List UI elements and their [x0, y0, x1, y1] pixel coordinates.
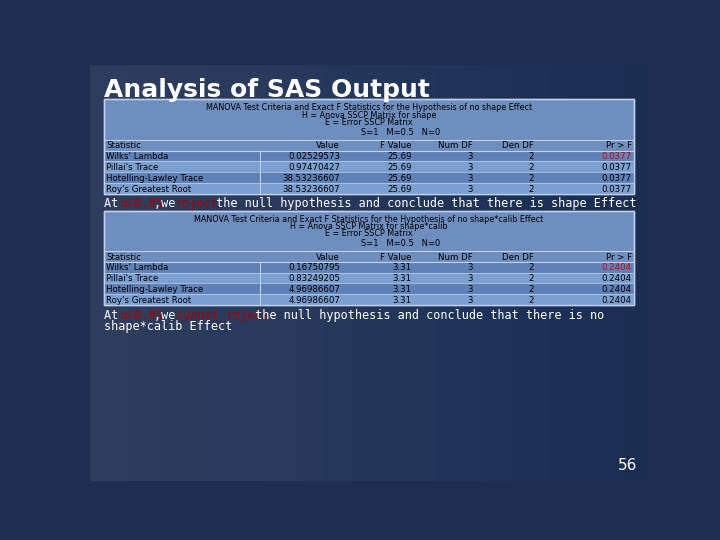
Text: Statistic: Statistic: [107, 253, 141, 262]
Text: 3: 3: [467, 285, 473, 294]
Text: Statistic: Statistic: [107, 141, 141, 151]
Text: 38.53236607: 38.53236607: [282, 174, 340, 183]
Text: Value: Value: [316, 253, 340, 262]
Bar: [104, 161, 634, 172]
Text: 2: 2: [528, 152, 534, 161]
Text: 3: 3: [467, 264, 473, 273]
Text: 0.97470427: 0.97470427: [288, 163, 340, 172]
Text: MANOVA Test Criteria and Exact F Statistics for the Hypothesis of no shape Effec: MANOVA Test Criteria and Exact F Statist…: [206, 103, 532, 112]
Text: 2: 2: [528, 296, 534, 305]
Text: 4.96986607: 4.96986607: [288, 285, 340, 294]
Text: 0.16750795: 0.16750795: [288, 264, 340, 273]
Text: H = Anova SSCP Matrix for shape: H = Anova SSCP Matrix for shape: [302, 111, 436, 120]
Text: F Value: F Value: [380, 253, 412, 262]
Text: 0.2404: 0.2404: [602, 264, 631, 273]
Text: Pillai's Trace: Pillai's Trace: [107, 163, 158, 172]
Text: 0.0377: 0.0377: [602, 163, 631, 172]
Text: 25.69: 25.69: [387, 174, 412, 183]
Bar: [104, 172, 634, 183]
Text: Num DF: Num DF: [438, 141, 473, 151]
Text: 25.69: 25.69: [387, 185, 412, 193]
Text: Hotelling-Lawley Trace: Hotelling-Lawley Trace: [107, 285, 204, 294]
Text: 2: 2: [528, 185, 534, 193]
Text: E = Error SSCP Matrix: E = Error SSCP Matrix: [325, 229, 413, 238]
Text: 3.31: 3.31: [392, 285, 412, 294]
Text: 3: 3: [467, 174, 473, 183]
Text: Roy's Greatest Root: Roy's Greatest Root: [107, 185, 192, 193]
Text: 56: 56: [618, 458, 637, 473]
Text: 0.83249205: 0.83249205: [288, 274, 340, 284]
Text: the null hypothesis and conclude that there is no: the null hypothesis and conclude that th…: [248, 309, 604, 322]
Bar: [104, 99, 634, 194]
Text: cannot reject: cannot reject: [176, 309, 269, 322]
Text: Den DF: Den DF: [502, 141, 534, 151]
Text: 3: 3: [467, 163, 473, 172]
Bar: [104, 99, 634, 194]
Text: 3.31: 3.31: [392, 264, 412, 273]
Text: Pr > F: Pr > F: [606, 141, 631, 151]
Text: 2: 2: [528, 274, 534, 284]
Text: α=0.05: α=0.05: [120, 197, 163, 210]
Text: 2: 2: [528, 163, 534, 172]
Text: 25.69: 25.69: [387, 152, 412, 161]
Text: Wilks' Lambda: Wilks' Lambda: [107, 152, 168, 161]
Text: Den DF: Den DF: [502, 253, 534, 262]
Text: 0.0377: 0.0377: [602, 185, 631, 193]
Text: Analysis of SAS Output: Analysis of SAS Output: [104, 78, 430, 102]
Text: ,we: ,we: [153, 309, 182, 322]
Text: ,we: ,we: [153, 197, 182, 210]
Text: reject: reject: [176, 197, 218, 210]
Text: At: At: [104, 309, 125, 322]
Bar: [104, 211, 634, 305]
Text: At: At: [104, 197, 125, 210]
Text: 25.69: 25.69: [387, 163, 412, 172]
Text: 3: 3: [467, 274, 473, 284]
Text: S=1   M=0.5   N=0: S=1 M=0.5 N=0: [361, 239, 441, 248]
Text: 4.96986607: 4.96986607: [288, 296, 340, 305]
Text: 0.2404: 0.2404: [602, 285, 631, 294]
Text: 3: 3: [467, 185, 473, 193]
Text: 2: 2: [528, 285, 534, 294]
Text: 0.2404: 0.2404: [602, 296, 631, 305]
Text: 3.31: 3.31: [392, 296, 412, 305]
Text: Pr > F: Pr > F: [606, 253, 631, 262]
Text: Wilks' Lambda: Wilks' Lambda: [107, 264, 168, 273]
Text: E = Error SSCP Matrix: E = Error SSCP Matrix: [325, 118, 413, 127]
Text: 3.31: 3.31: [392, 274, 412, 284]
Text: Hotelling-Lawley Trace: Hotelling-Lawley Trace: [107, 174, 204, 183]
Bar: [104, 183, 634, 194]
Text: shape*calib Effect: shape*calib Effect: [104, 320, 232, 333]
Text: 2: 2: [528, 174, 534, 183]
Bar: [104, 262, 634, 273]
Text: the null hypothesis and conclude that there is shape Effect: the null hypothesis and conclude that th…: [209, 197, 636, 210]
Text: 2: 2: [528, 264, 534, 273]
Bar: [104, 284, 634, 294]
Text: 0.02529573: 0.02529573: [288, 152, 340, 161]
Text: 38.53236607: 38.53236607: [282, 185, 340, 193]
Bar: [104, 151, 634, 161]
Bar: [104, 294, 634, 305]
Text: 3: 3: [467, 296, 473, 305]
Text: 3: 3: [467, 152, 473, 161]
Text: F Value: F Value: [380, 141, 412, 151]
Text: 0.0377: 0.0377: [602, 174, 631, 183]
Text: Pillai's Trace: Pillai's Trace: [107, 274, 158, 284]
Text: 0.2404: 0.2404: [602, 274, 631, 284]
Text: S=1   M=0.5   N=0: S=1 M=0.5 N=0: [361, 127, 441, 137]
Text: MANOVA Test Criteria and Exact F Statistics for the Hypothesis of no shape*calib: MANOVA Test Criteria and Exact F Statist…: [194, 214, 544, 224]
Bar: [104, 211, 634, 305]
Text: 0.0377: 0.0377: [602, 152, 631, 161]
Text: H = Anova SSCP Matrix for shape*calib: H = Anova SSCP Matrix for shape*calib: [290, 222, 448, 231]
Text: α=0.05: α=0.05: [120, 309, 163, 322]
Text: Value: Value: [316, 141, 340, 151]
Text: Roy's Greatest Root: Roy's Greatest Root: [107, 296, 192, 305]
Text: Num DF: Num DF: [438, 253, 473, 262]
Bar: [104, 273, 634, 284]
